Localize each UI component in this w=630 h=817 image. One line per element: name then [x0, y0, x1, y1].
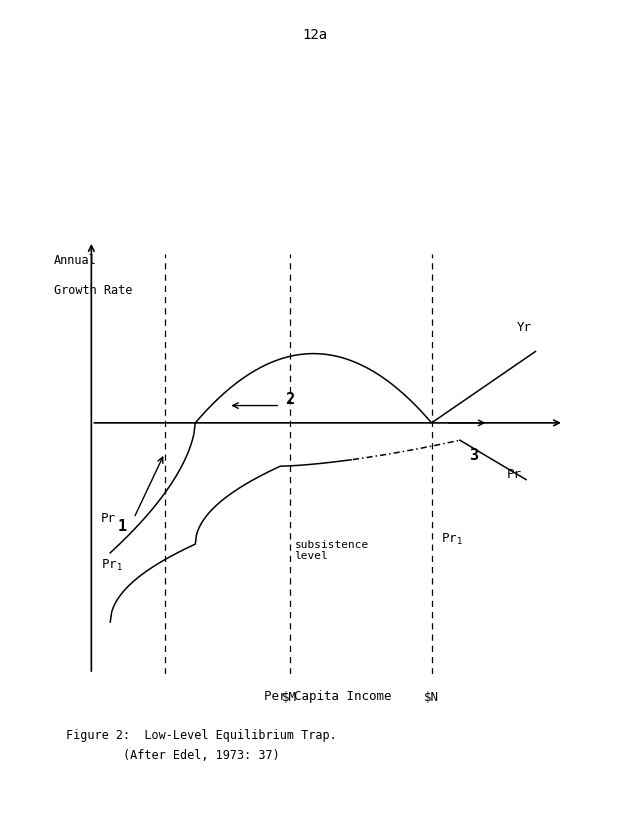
- Text: Yr: Yr: [517, 321, 532, 334]
- Text: Annual: Annual: [54, 254, 96, 267]
- Text: 3: 3: [469, 448, 479, 463]
- Text: Growth Rate: Growth Rate: [54, 284, 132, 297]
- Text: Pr: Pr: [101, 511, 116, 525]
- Text: Pr$_1$: Pr$_1$: [441, 532, 463, 547]
- Text: (After Edel, 1973: 37): (After Edel, 1973: 37): [66, 749, 280, 762]
- Text: Pr: Pr: [507, 468, 522, 481]
- Text: Per Capita Income: Per Capita Income: [264, 690, 391, 703]
- Text: Pr$_1$: Pr$_1$: [101, 558, 123, 574]
- Text: $M: $M: [282, 691, 297, 704]
- Text: 12a: 12a: [302, 28, 328, 42]
- Text: subsistence
level: subsistence level: [294, 540, 369, 561]
- Text: 1: 1: [118, 520, 127, 534]
- Text: 2: 2: [285, 391, 294, 407]
- Text: $N: $N: [424, 691, 439, 704]
- Text: Figure 2:  Low-Level Equilibrium Trap.: Figure 2: Low-Level Equilibrium Trap.: [66, 729, 337, 742]
